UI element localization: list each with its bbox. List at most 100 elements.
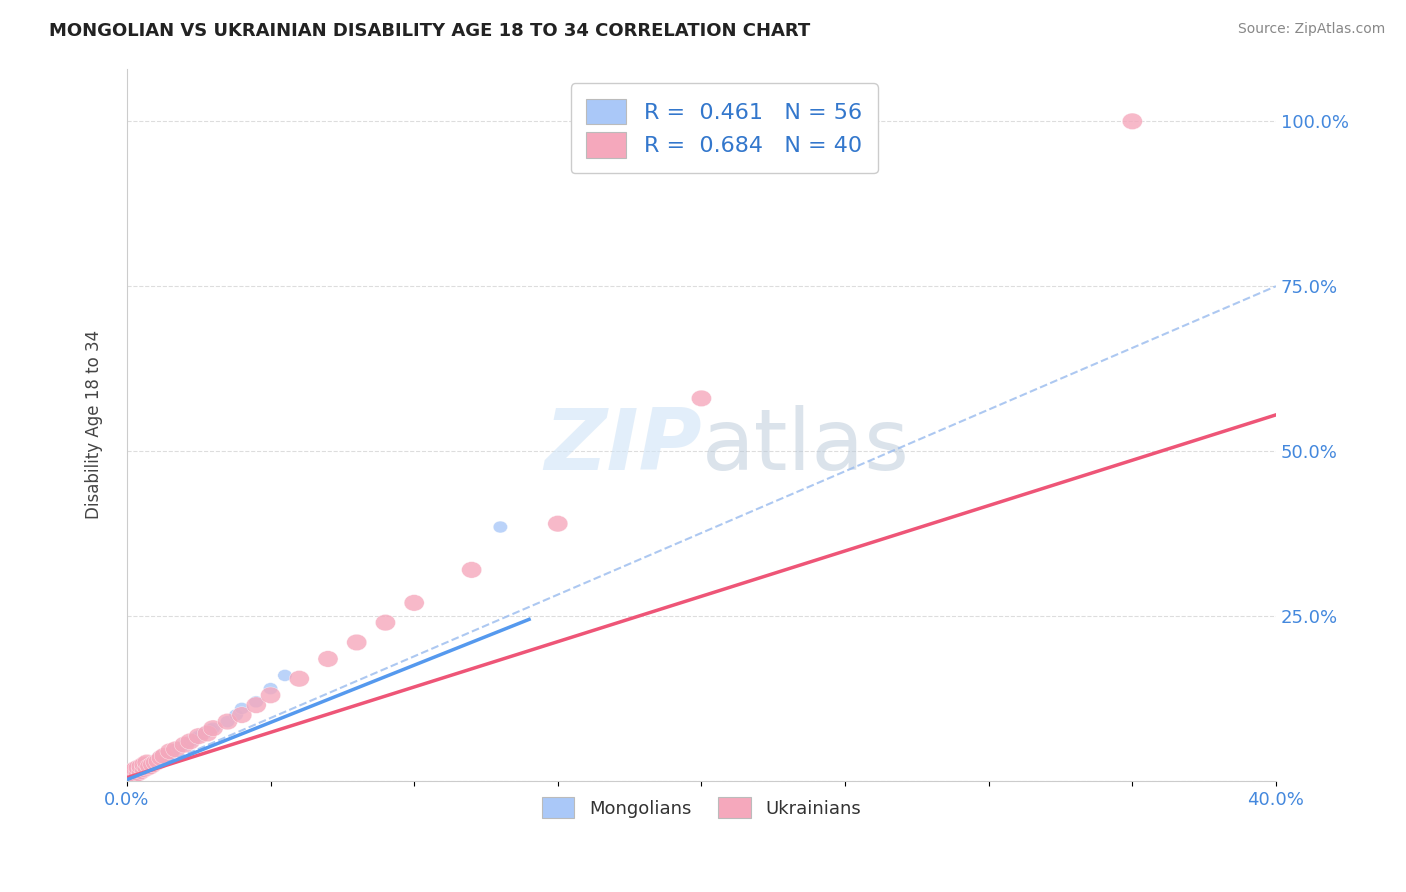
Text: Source: ZipAtlas.com: Source: ZipAtlas.com xyxy=(1237,22,1385,37)
Ellipse shape xyxy=(177,739,191,751)
Ellipse shape xyxy=(134,761,155,777)
Ellipse shape xyxy=(202,723,218,736)
Ellipse shape xyxy=(143,756,163,772)
Ellipse shape xyxy=(166,741,186,757)
Ellipse shape xyxy=(548,516,568,532)
Ellipse shape xyxy=(128,767,143,779)
Ellipse shape xyxy=(125,766,146,782)
Ellipse shape xyxy=(202,720,224,737)
Ellipse shape xyxy=(191,731,205,742)
Ellipse shape xyxy=(152,749,172,766)
Ellipse shape xyxy=(1122,113,1143,129)
Ellipse shape xyxy=(194,729,208,740)
Ellipse shape xyxy=(235,703,249,714)
Ellipse shape xyxy=(404,595,425,611)
Ellipse shape xyxy=(188,732,202,744)
Ellipse shape xyxy=(122,770,136,781)
Ellipse shape xyxy=(205,723,221,734)
Ellipse shape xyxy=(136,761,152,772)
Ellipse shape xyxy=(180,737,194,748)
Ellipse shape xyxy=(160,743,180,760)
Ellipse shape xyxy=(229,709,243,721)
Ellipse shape xyxy=(347,634,367,650)
Legend: Mongolians, Ukrainians: Mongolians, Ukrainians xyxy=(534,790,869,825)
Ellipse shape xyxy=(149,758,163,771)
Ellipse shape xyxy=(152,756,166,769)
Ellipse shape xyxy=(169,743,183,756)
Ellipse shape xyxy=(128,760,149,776)
Ellipse shape xyxy=(131,762,146,773)
Y-axis label: Disability Age 18 to 34: Disability Age 18 to 34 xyxy=(86,330,103,519)
Ellipse shape xyxy=(260,687,281,704)
Ellipse shape xyxy=(149,754,163,766)
Ellipse shape xyxy=(166,746,180,757)
Ellipse shape xyxy=(146,755,166,771)
Ellipse shape xyxy=(136,755,157,771)
Ellipse shape xyxy=(139,758,155,771)
Ellipse shape xyxy=(152,752,166,764)
Ellipse shape xyxy=(197,728,212,739)
Ellipse shape xyxy=(200,725,215,738)
Ellipse shape xyxy=(155,750,169,762)
Ellipse shape xyxy=(188,728,208,745)
Ellipse shape xyxy=(461,562,482,578)
Ellipse shape xyxy=(134,756,155,772)
Ellipse shape xyxy=(131,767,146,779)
Ellipse shape xyxy=(692,390,711,407)
Ellipse shape xyxy=(318,650,337,667)
Text: atlas: atlas xyxy=(702,405,910,488)
Ellipse shape xyxy=(155,756,169,767)
Text: ZIP: ZIP xyxy=(544,405,702,488)
Ellipse shape xyxy=(128,764,149,781)
Ellipse shape xyxy=(218,714,238,730)
Ellipse shape xyxy=(143,756,157,769)
Ellipse shape xyxy=(120,770,139,786)
Ellipse shape xyxy=(125,767,139,779)
Ellipse shape xyxy=(157,752,172,764)
Ellipse shape xyxy=(160,748,174,761)
Ellipse shape xyxy=(122,767,143,784)
Ellipse shape xyxy=(174,740,188,753)
Ellipse shape xyxy=(120,766,139,782)
Ellipse shape xyxy=(122,769,136,780)
Ellipse shape xyxy=(134,761,149,772)
Ellipse shape xyxy=(375,615,395,631)
Ellipse shape xyxy=(128,765,143,777)
Ellipse shape xyxy=(139,758,160,775)
Ellipse shape xyxy=(197,725,218,742)
Ellipse shape xyxy=(186,734,200,746)
Ellipse shape xyxy=(136,760,157,776)
Ellipse shape xyxy=(278,670,292,681)
Ellipse shape xyxy=(146,758,160,771)
Ellipse shape xyxy=(136,764,152,775)
Ellipse shape xyxy=(249,696,263,707)
Ellipse shape xyxy=(125,770,139,781)
Ellipse shape xyxy=(134,765,149,777)
Ellipse shape xyxy=(131,763,152,780)
Ellipse shape xyxy=(125,765,139,777)
Ellipse shape xyxy=(125,761,146,777)
Ellipse shape xyxy=(174,737,194,753)
Ellipse shape xyxy=(139,762,155,773)
Ellipse shape xyxy=(143,761,157,772)
Ellipse shape xyxy=(494,521,508,533)
Ellipse shape xyxy=(122,763,143,780)
Ellipse shape xyxy=(128,764,143,775)
Ellipse shape xyxy=(134,764,149,775)
Ellipse shape xyxy=(180,733,200,749)
Ellipse shape xyxy=(128,769,143,780)
Ellipse shape xyxy=(155,747,174,764)
Ellipse shape xyxy=(122,772,136,784)
Text: MONGOLIAN VS UKRAINIAN DISABILITY AGE 18 TO 34 CORRELATION CHART: MONGOLIAN VS UKRAINIAN DISABILITY AGE 18… xyxy=(49,22,810,40)
Ellipse shape xyxy=(149,753,169,770)
Ellipse shape xyxy=(246,697,266,714)
Ellipse shape xyxy=(131,758,152,775)
Ellipse shape xyxy=(125,769,139,780)
Ellipse shape xyxy=(232,706,252,723)
Ellipse shape xyxy=(131,765,146,777)
Ellipse shape xyxy=(163,747,177,759)
Ellipse shape xyxy=(183,736,197,747)
Ellipse shape xyxy=(172,742,186,754)
Ellipse shape xyxy=(221,715,235,728)
Ellipse shape xyxy=(146,756,160,767)
